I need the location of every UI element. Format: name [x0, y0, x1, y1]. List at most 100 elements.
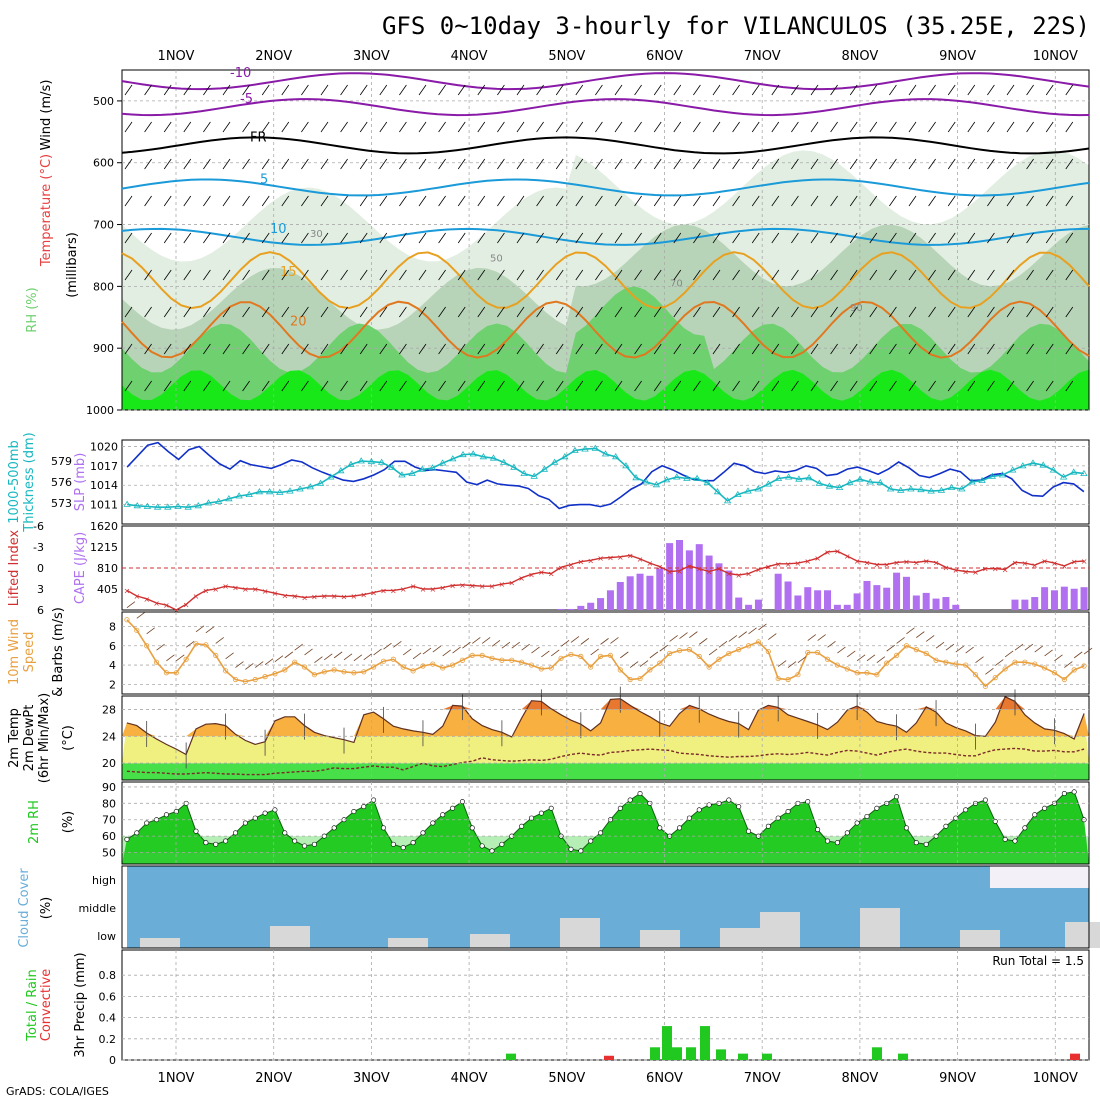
wind-speed-line-point [213, 652, 219, 659]
wind-barb [222, 380, 231, 392]
rh-point [193, 828, 199, 834]
wind-barb [136, 612, 146, 619]
wind-barb [176, 654, 185, 662]
wind-barb [343, 653, 353, 661]
thickness-line-point [927, 487, 935, 494]
date-label-bottom: 2NOV [255, 1071, 292, 1086]
rh-tick-label: 50 [102, 847, 116, 860]
wind-barb [1045, 158, 1054, 170]
wind-barb [673, 380, 682, 392]
temp-tick-label: 24 [102, 730, 116, 743]
wind-barb [418, 84, 427, 96]
wind-barb [393, 640, 402, 648]
wind-barb [555, 84, 564, 96]
wind-barb [222, 232, 231, 244]
wind-barb [967, 84, 976, 96]
wind-barb [791, 195, 799, 207]
lifted-index-marker: × [874, 561, 881, 570]
wind-barb [373, 648, 382, 656]
wind-barb [281, 158, 290, 170]
wind-barb [242, 306, 250, 318]
wind-barb [242, 343, 250, 355]
panel-ylabel: 2m RH [27, 800, 42, 844]
wind-barb [987, 84, 995, 96]
wind-barb [614, 380, 623, 392]
wind-barb [698, 638, 708, 645]
ylabel-line: & Barbs (m/s) [51, 607, 66, 697]
date-label-bottom: 7NOV [744, 1071, 781, 1086]
pressure-tick-label: 500 [93, 95, 114, 108]
thickness-line-point [591, 444, 600, 451]
wind-barb [908, 306, 917, 318]
slp-tick-label: 1014 [90, 479, 118, 492]
ylabel-line: (6hr Min/Max) [37, 693, 52, 783]
rh-contour-label: 70 [670, 278, 683, 289]
wind-barb [222, 195, 231, 207]
precip-bar [650, 1047, 660, 1060]
date-label-bottom: 10NOV [1033, 1071, 1078, 1086]
wind-10m-panel: 2 4 6 8 10m WindSpeed & Barbs (m/s) [7, 601, 1093, 697]
wind-barb [379, 343, 388, 355]
cape-bar [735, 597, 743, 610]
wind-barb [673, 158, 682, 170]
precip-tick-label: 0 [109, 1054, 116, 1067]
lifted-index-marker: × [499, 580, 506, 589]
precip-bar [700, 1026, 710, 1060]
wind-speed-line-point [1061, 676, 1067, 683]
wind-speed-line-point [706, 664, 712, 670]
lifted-index-marker: × [834, 547, 841, 556]
wind-barb [1006, 158, 1015, 170]
cape-bar [597, 598, 605, 610]
wind-speed-line-point [834, 662, 840, 668]
wind-barb [497, 343, 505, 355]
panel-ylabel: 10m WindSpeed [7, 619, 37, 685]
date-labels-top: 1NOV 2NOV 3NOV 4NOV 5NOV 6NOV 7NOV 8NOV 9NOV 10NO… [158, 49, 1078, 64]
wind-barb [869, 121, 878, 133]
wind-barb [987, 306, 995, 318]
temp-tick-label: 20 [102, 757, 116, 770]
date-label-top: 9NOV [939, 49, 976, 64]
wind-barb [771, 158, 780, 170]
ylabel-line: (°C) [61, 725, 76, 751]
wind-barb [595, 343, 603, 355]
cape-bar [902, 576, 910, 610]
date-label-top: 6NOV [646, 49, 683, 64]
wind-barb [183, 158, 192, 170]
wind-barb [751, 158, 760, 170]
thickness-line-point [723, 497, 732, 504]
thickness-line-point [561, 453, 569, 460]
rh-point [864, 813, 870, 819]
wind-speed-line-point [657, 660, 663, 666]
wind-barb [1065, 232, 1074, 244]
wind-barb [340, 269, 348, 281]
wind-barb [908, 232, 917, 244]
wind-speed-line-point [509, 657, 515, 663]
wind-barb [1065, 195, 1074, 207]
thickness-line-point [326, 473, 335, 480]
wind-barb [163, 232, 172, 244]
lifted-index-marker: × [814, 554, 821, 563]
wind-barb [935, 641, 945, 649]
wind-barb [732, 269, 740, 281]
rh-point [1042, 805, 1048, 811]
rh-point [815, 827, 821, 833]
wind-barb [1065, 343, 1074, 355]
wind-speed-line-point [469, 652, 475, 659]
wind-barb [693, 232, 701, 244]
date-label-bottom: 8NOV [841, 1071, 878, 1086]
wind-barb [659, 644, 669, 652]
wind-barb [301, 343, 309, 355]
lifted-index-marker: × [854, 557, 861, 566]
lifted-index-marker: × [795, 559, 802, 568]
rh-point [548, 805, 554, 811]
rh-point [440, 812, 446, 818]
wind-barb [967, 232, 976, 244]
lifted-index-marker: × [755, 565, 762, 574]
wind-barb [758, 623, 767, 631]
wind-barb [1006, 84, 1015, 96]
wind-barb [1006, 380, 1015, 392]
wind-barb [124, 343, 133, 355]
wind-barb [457, 269, 466, 281]
wind-barb [614, 343, 623, 355]
